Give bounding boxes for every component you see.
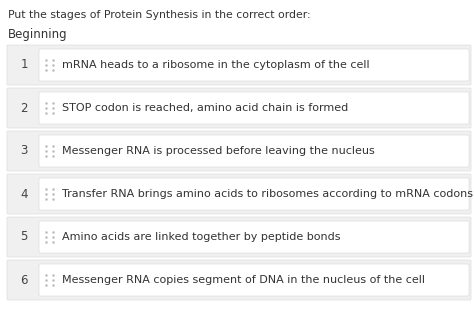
FancyBboxPatch shape	[39, 49, 469, 81]
FancyBboxPatch shape	[39, 178, 469, 210]
FancyBboxPatch shape	[7, 45, 471, 85]
Text: Messenger RNA copies segment of DNA in the nucleus of the cell: Messenger RNA copies segment of DNA in t…	[62, 275, 425, 285]
FancyBboxPatch shape	[39, 264, 469, 296]
FancyBboxPatch shape	[7, 174, 471, 214]
Text: mRNA heads to a ribosome in the cytoplasm of the cell: mRNA heads to a ribosome in the cytoplas…	[62, 60, 370, 70]
Text: 1: 1	[20, 58, 28, 71]
Text: 5: 5	[20, 231, 27, 244]
Text: 4: 4	[20, 187, 28, 201]
Text: 3: 3	[20, 144, 27, 158]
Text: Amino acids are linked together by peptide bonds: Amino acids are linked together by pepti…	[62, 232, 340, 242]
FancyBboxPatch shape	[7, 88, 471, 128]
Text: STOP codon is reached, amino acid chain is formed: STOP codon is reached, amino acid chain …	[62, 103, 348, 113]
Text: 6: 6	[20, 274, 28, 287]
Text: Beginning: Beginning	[8, 28, 68, 41]
Text: Messenger RNA is processed before leaving the nucleus: Messenger RNA is processed before leavin…	[62, 146, 375, 156]
FancyBboxPatch shape	[39, 221, 469, 253]
FancyBboxPatch shape	[7, 131, 471, 171]
FancyBboxPatch shape	[7, 217, 471, 257]
Text: Put the stages of Protein Synthesis in the correct order:: Put the stages of Protein Synthesis in t…	[8, 10, 310, 20]
Text: Transfer RNA brings amino acids to ribosomes according to mRNA codons: Transfer RNA brings amino acids to ribos…	[62, 189, 473, 199]
Text: 2: 2	[20, 101, 28, 114]
FancyBboxPatch shape	[39, 135, 469, 167]
FancyBboxPatch shape	[39, 92, 469, 124]
FancyBboxPatch shape	[7, 260, 471, 300]
